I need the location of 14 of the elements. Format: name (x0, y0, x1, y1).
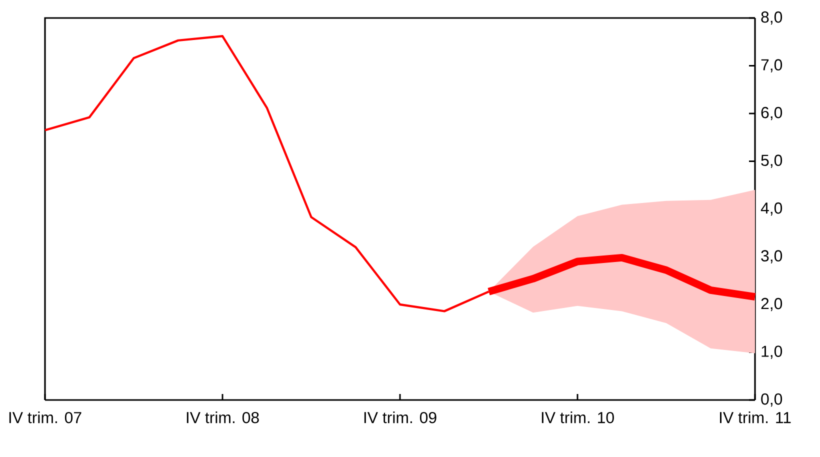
y-tick-label: 4,0 (760, 202, 782, 216)
y-tick-label: 3,0 (761, 250, 782, 264)
y-tick-label: 2,0 (761, 298, 782, 312)
y-tick-label: 6,0 (761, 106, 782, 120)
x-tick-label: IV trim. 11 (720, 412, 791, 424)
x-tick-label: IV trim. 07 (9, 412, 82, 424)
x-tick-label: IV trim. 08 (186, 412, 259, 424)
y-tick-label: 0,0 (761, 393, 782, 407)
y-tick-label: 8,0 (761, 11, 782, 25)
y-tick-label: 5,0 (761, 154, 782, 168)
x-tick-label: IV trim. 09 (364, 412, 436, 424)
y-tick-label: 7,0 (761, 59, 782, 72)
y-tick-label: 1,0 (762, 346, 782, 359)
x-tick-label: IV trim. 10 (542, 412, 614, 424)
